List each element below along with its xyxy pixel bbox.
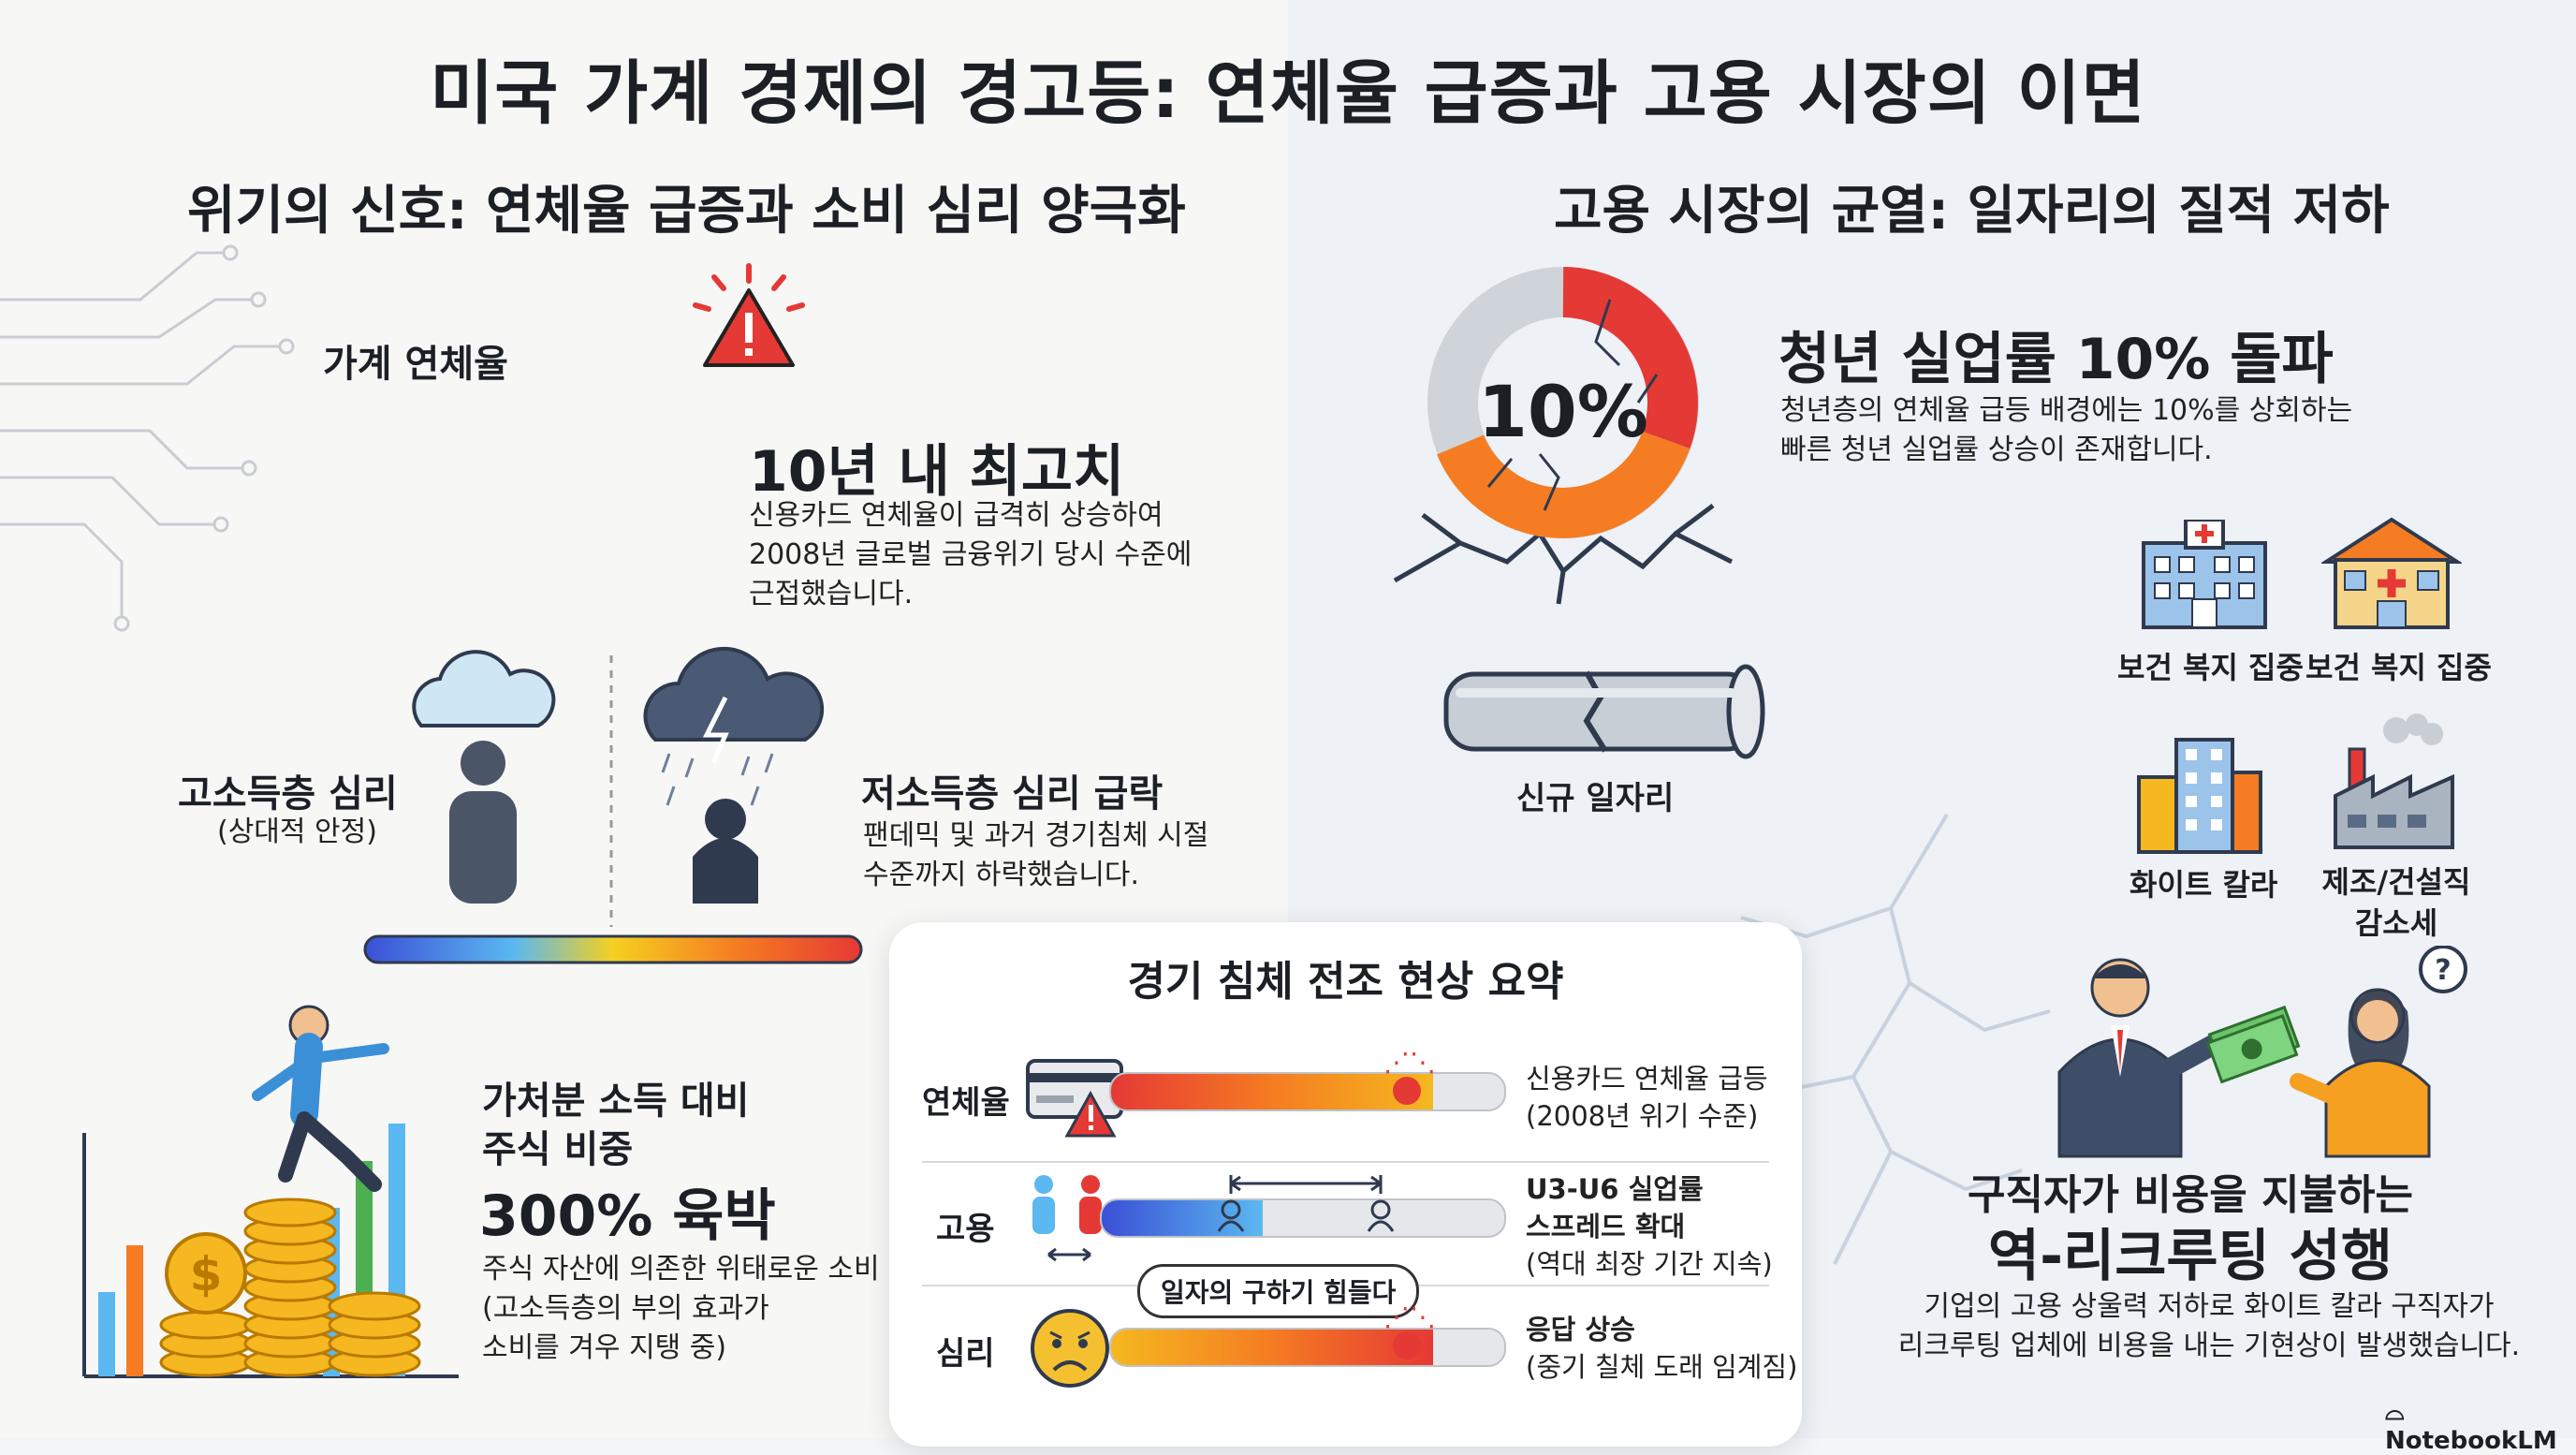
reverse-recruit-desc: 기업의 고용 상울력 저하로 화이트 칼라 구직자가 리크루팅 업체에 비용을 … — [1881, 1287, 2537, 1366]
low-income-desc-line: 수준까지 하락했습니다. — [863, 859, 1140, 891]
logo-mark-icon: ⌓ — [2385, 1398, 2405, 1426]
page-title: 미국 가계 경제의 경고등: 연체율 급증과 고용 시장의 이면 — [430, 53, 2146, 134]
hospital-icon — [2142, 520, 2267, 629]
clinic-icon — [2321, 517, 2462, 629]
cloud-icon — [412, 650, 556, 728]
reverse-recruit-desc-line: 기업의 고용 상울력 저하로 화이트 칼라 구직자가 — [1924, 1290, 2495, 1323]
donut-value: 10% — [1478, 370, 1648, 453]
highest-desc-line: 신용카드 연체율이 급격히 상승하여 — [749, 499, 1164, 532]
health-welfare-label-2: 보건 복지 집중 — [2305, 650, 2492, 685]
summary-row-desc-employment: U3-U6 실업률 스프레드 확대 (역대 최장 기간 지속) — [1526, 1170, 1773, 1283]
spread-range-icon — [1217, 1175, 1395, 1232]
coin-stack-illustration: $ — [82, 1005, 459, 1378]
svg-text:?: ? — [2435, 954, 2451, 987]
health-welfare-label-1: 보건 복지 집중 — [2117, 650, 2304, 685]
broken-pipe-icon — [1443, 664, 1765, 759]
stock-desc-line: 주식 자산에 의존한 위태로운 소비 — [482, 1253, 880, 1286]
reverse-recruit-title-1: 구직자가 비용을 지불하는 — [1968, 1171, 2413, 1219]
stock-title: 가처분 소득 대비 주식 비중 — [482, 1077, 749, 1174]
svg-text:$: $ — [190, 1247, 223, 1301]
reverse-recruit-title-text: 역-리크루팅 성행 — [1987, 1224, 2393, 1289]
alert-spark-icon: ⋰⋱ — [1383, 1047, 1436, 1078]
highest-title: 10년 내 최고치 — [749, 439, 1125, 505]
job-seeker-paying-illustration: ? — [2057, 946, 2467, 1158]
highest-desc-line: 2008년 글로벌 금융위기 당시 수준에 — [749, 538, 1193, 571]
delinquency-label: 가계 연체율 — [323, 343, 508, 386]
new-jobs-label: 신규 일자리 — [1516, 780, 1675, 817]
circuit-decoration — [0, 244, 295, 632]
highest-desc-line: 근접했습니다. — [749, 578, 914, 610]
sentiment-speech-bubble: 일자의 구하기 힘들다 — [1137, 1264, 1420, 1318]
alert-spark-icon: ⋰⋱ — [1383, 1301, 1436, 1332]
warning-icon — [693, 263, 805, 367]
reverse-recruit-desc-line: 리크루팅 업체에 비용을 내는 기현상이 발생했습니다. — [1897, 1330, 2521, 1362]
stock-desc-line: 소비를 겨우 지탱 중) — [482, 1331, 727, 1364]
manufacturing-label-line: 제조/건설직 — [2321, 864, 2471, 900]
summary-desc-line: (역대 최장 기간 지속) — [1526, 1248, 1773, 1280]
youth-desc: 청년층의 연체율 급등 배경에는 10%를 상회하는 빠른 청년 실업률 상승이… — [1780, 391, 2436, 470]
sad-face-icon — [1031, 1309, 1109, 1388]
delinquency-bar-fill — [1111, 1074, 1434, 1110]
youth-title: 청년 실업률 10% 돌파 — [1778, 327, 2334, 392]
summary-row-desc-sentiment: 응답 상승 (중기 칠체 도래 임계짐) — [1526, 1311, 1797, 1386]
stock-desc-line: (고소득층의 부의 효과가 — [482, 1292, 769, 1325]
youth-desc-line: 빠른 청년 실업률 상승이 존재합니다. — [1780, 434, 2213, 466]
youth-unemployment-donut — [1393, 267, 1734, 605]
summary-desc-line: 스프레드 확대 — [1526, 1211, 1686, 1242]
right-section-title: 고용 시장의 균열: 일자리의 질적 저하 — [1554, 181, 2390, 242]
office-building-icon — [2137, 738, 2262, 854]
summary-row-desc-delinquency: 신용카드 연체율 급등 (2008년 위기 수준) — [1526, 1060, 1768, 1135]
summary-desc-line: (2008년 위기 수준) — [1526, 1100, 1759, 1132]
factory-icon — [2334, 713, 2454, 849]
manufacturing-label: 제조/건설직 감소세 — [2312, 861, 2481, 944]
stock-title-line: 주식 비중 — [482, 1128, 634, 1171]
two-people-icon — [1032, 1175, 1102, 1262]
sentiment-illustration — [363, 646, 863, 964]
left-section-title: 위기의 신호: 연체율 급증과 소비 심리 양극화 — [187, 181, 1186, 242]
summary-desc-line: (중기 칠체 도래 임계짐) — [1526, 1351, 1798, 1383]
high-income-sub: (상대적 안정) — [217, 816, 377, 848]
summary-row-label-delinquency: 연체율 — [922, 1084, 1010, 1122]
logo-text: NotebookLM — [2385, 1427, 2557, 1455]
summary-row-label-employment: 고용 — [936, 1211, 995, 1248]
high-income-title: 고소득층 심리 — [178, 772, 398, 816]
low-income-title: 저소득층 심리 급락 — [861, 772, 1164, 816]
delinquency-bar — [1109, 1072, 1506, 1111]
summary-row-label-sentiment: 심리 — [936, 1335, 995, 1373]
summary-divider — [922, 1161, 1769, 1163]
sentiment-bar-fill — [1111, 1330, 1434, 1365]
delinquency-marker — [1393, 1077, 1421, 1105]
decline-label: 감소세 — [2354, 905, 2438, 941]
sentiment-bar — [1109, 1328, 1506, 1367]
storm-cloud-icon — [643, 646, 825, 806]
summary-desc-line: 신용카드 연체율 급등 — [1526, 1063, 1768, 1095]
summary-desc-line: 응답 상승 — [1526, 1314, 1635, 1345]
summary-desc-line: U3-U6 실업률 — [1526, 1173, 1704, 1205]
notebooklm-logo: ⌓ NotebookLM — [2385, 1398, 2576, 1455]
stock-desc: 주식 자산에 의존한 위태로운 소비 (고소득층의 부의 효과가 소비를 겨우 … — [482, 1250, 885, 1368]
white-collar-label: 화이트 칼라 — [2130, 867, 2278, 903]
youth-desc-line: 청년층의 연체율 급등 배경에는 10%를 상회하는 — [1780, 394, 2353, 427]
stock-big-value: 300% 육박 — [479, 1183, 776, 1249]
sentiment-marker — [1393, 1331, 1421, 1359]
reverse-recruit-title-2: 역-리크루팅 성행 — [1928, 1211, 2452, 1292]
low-income-desc: 팬데믹 및 과거 경기침체 시절 수준까지 하락했습니다. — [863, 816, 1256, 895]
summary-title: 경기 침체 전조 현상 요약 — [1127, 958, 1564, 1006]
highest-desc: 신용카드 연체율이 급격히 상승하여 2008년 글로벌 금융위기 당시 수준에… — [749, 496, 1273, 614]
stock-title-line: 가처분 소득 대비 — [482, 1080, 750, 1123]
low-income-desc-line: 팬데믹 및 과거 경기침체 시절 — [863, 819, 1209, 852]
